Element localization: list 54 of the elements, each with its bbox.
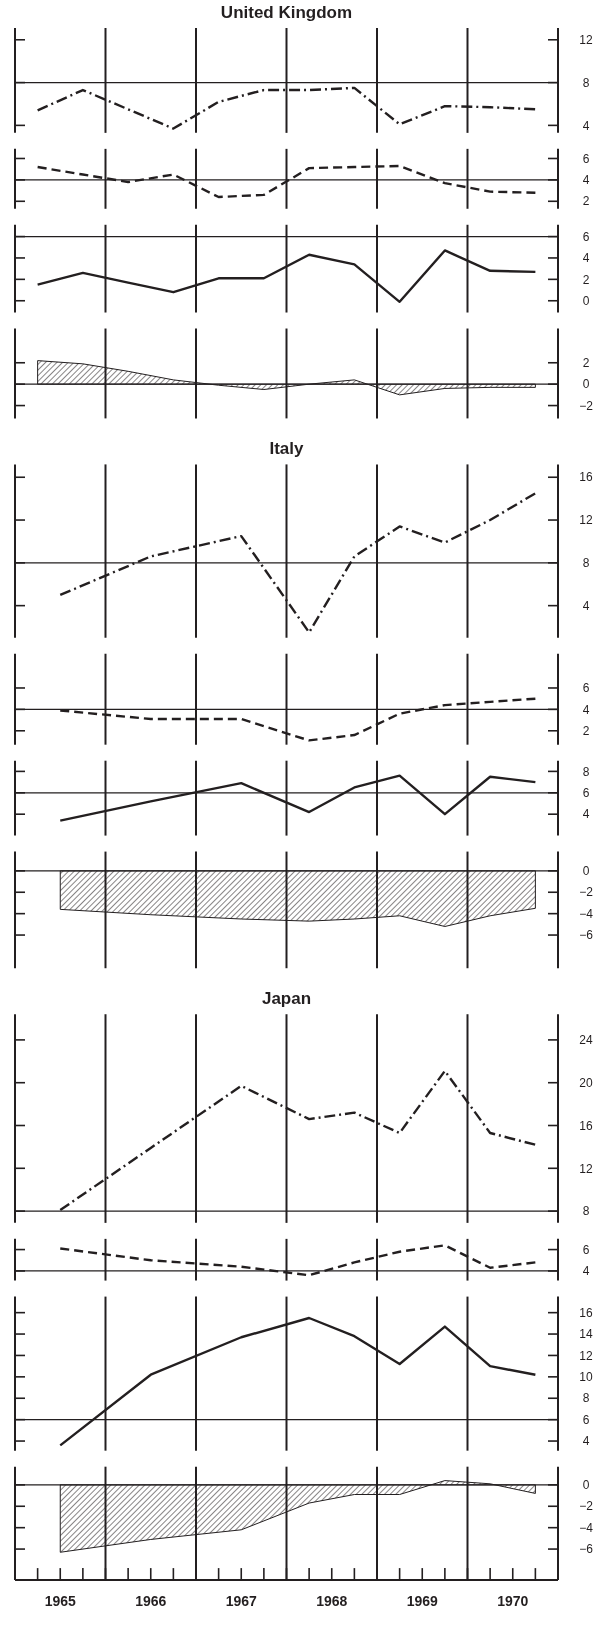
chart-title: Italy (269, 439, 305, 459)
y-tick-label: 8 (582, 556, 590, 571)
y-tick-label: 16 (579, 1118, 593, 1133)
y-tick-label: 12 (579, 1348, 593, 1363)
y-tick-label: −4 (579, 1520, 594, 1535)
y-tick-label: 6 (582, 785, 590, 800)
x-tick-label: 1965 (44, 1593, 77, 1610)
y-tick-label: −2 (579, 885, 594, 900)
y-tick-label: 8 (582, 1204, 590, 1219)
y-tick-label: 6 (582, 681, 590, 696)
y-tick-label: 8 (582, 764, 590, 779)
y-tick-label: −6 (579, 928, 594, 943)
y-tick-label: 4 (582, 598, 590, 613)
y-tick-label: 6 (582, 229, 590, 244)
x-tick-label: 1969 (406, 1593, 439, 1610)
y-tick-label: 12 (579, 32, 593, 47)
y-tick-label: 4 (582, 118, 590, 133)
y-tick-label: −2 (579, 1499, 594, 1514)
y-tick-label: 24 (579, 1033, 593, 1048)
y-tick-label: 6 (582, 151, 590, 166)
chart-title: United Kingdom (220, 3, 353, 22)
y-tick-label: 16 (579, 1305, 593, 1320)
y-tick-label: 4 (582, 251, 590, 266)
x-tick-label: 1967 (225, 1593, 258, 1610)
y-tick-label: −2 (579, 398, 594, 413)
y-tick-label: 6 (582, 1412, 590, 1427)
y-tick-label: 4 (582, 1434, 590, 1449)
x-tick-label: 1970 (497, 1593, 529, 1610)
y-tick-label: −6 (579, 1542, 594, 1557)
y-tick-label: 12 (579, 513, 593, 528)
y-tick-label: 4 (582, 702, 590, 717)
y-tick-label: 12 (579, 1161, 593, 1176)
y-tick-label: 0 (582, 1478, 590, 1493)
y-tick-label: 6 (582, 1242, 590, 1257)
y-tick-label: −4 (579, 906, 594, 921)
y-tick-label: 2 (582, 272, 590, 287)
y-tick-label: 0 (582, 377, 590, 392)
y-tick-label: 2 (582, 194, 590, 209)
y-tick-label: 2 (582, 723, 590, 738)
y-tick-label: 20 (579, 1075, 593, 1090)
y-tick-label: 0 (582, 293, 590, 308)
chart-title: Japan (261, 989, 312, 1009)
x-tick-label: 1968 (316, 1593, 348, 1610)
y-tick-label: 4 (582, 807, 590, 822)
y-tick-label: 14 (579, 1327, 593, 1342)
y-tick-label: 10 (579, 1370, 593, 1385)
x-tick-label: 1966 (135, 1593, 167, 1610)
y-tick-label: 2 (582, 355, 590, 370)
y-tick-label: 4 (582, 173, 590, 188)
y-tick-label: 8 (582, 1391, 590, 1406)
y-tick-label: 0 (582, 864, 590, 879)
y-tick-label: 4 (582, 1264, 590, 1279)
y-tick-label: 8 (582, 75, 590, 90)
y-tick-label: 16 (579, 470, 593, 485)
